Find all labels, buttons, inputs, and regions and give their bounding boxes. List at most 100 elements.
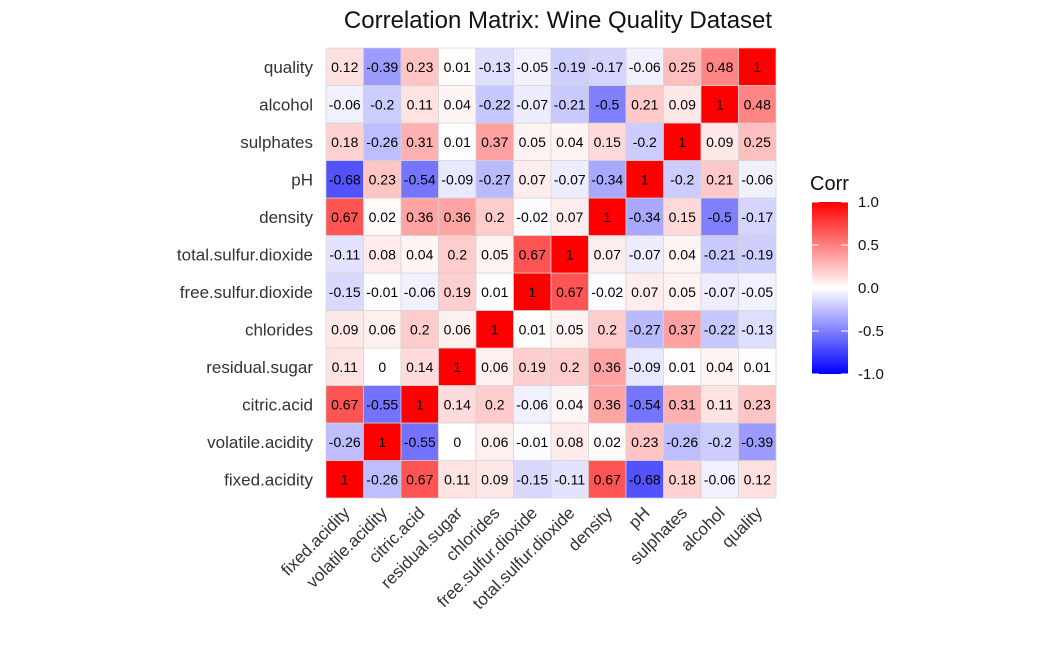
heatmap-cell	[475, 122, 514, 161]
cell-value-label: -0.06	[516, 396, 548, 412]
cell-value-label: -0.26	[666, 434, 698, 450]
cell-value-label: 1	[566, 246, 574, 262]
cell-value-label: 0.05	[669, 284, 696, 300]
x-axis-labels: fixed.acidityvolatile.aciditycitric.acid…	[277, 503, 766, 613]
heatmap-cell	[325, 310, 364, 349]
cell-value-label: 0.11	[444, 471, 470, 487]
cell-value-label: 0.23	[369, 171, 396, 187]
heatmap-cell	[513, 422, 552, 461]
heatmap-cell	[400, 385, 439, 424]
cell-value-label: 0.23	[744, 396, 771, 412]
legend-tick-label: 1.0	[858, 194, 879, 211]
y-tick-label: volatile.acidity	[207, 433, 313, 452]
heatmap-cell	[475, 310, 514, 349]
cell-value-label: 1	[528, 284, 536, 300]
heatmap-cell	[738, 310, 777, 349]
cell-value-label: -0.15	[516, 471, 548, 487]
heatmap-cell	[513, 310, 552, 349]
cell-value-label: 0.2	[560, 359, 580, 375]
cell-value-label: 0.2	[485, 396, 505, 412]
heatmap-cell	[550, 235, 589, 274]
cell-value-label: -0.06	[629, 59, 661, 75]
cell-value-label: -0.05	[741, 284, 773, 300]
cell-value-label: 0.07	[519, 171, 546, 187]
cell-value-label: 0.2	[598, 321, 618, 337]
heatmap-cell	[625, 347, 664, 386]
cell-value-label: -0.05	[516, 59, 548, 75]
heatmap-cell	[588, 422, 627, 461]
heatmap-cell	[363, 122, 402, 161]
cell-value-label: -0.09	[441, 171, 473, 187]
cell-value-label: -0.07	[704, 284, 736, 300]
y-tick-label: pH	[291, 170, 313, 189]
cell-value-label: 0.37	[481, 134, 508, 150]
cell-value-label: 0.67	[594, 471, 621, 487]
heatmap-cell	[325, 160, 364, 199]
cell-value-label: -0.02	[591, 284, 623, 300]
cell-value-label: -0.09	[629, 359, 661, 375]
heatmap-cell	[363, 272, 402, 311]
legend: Corr 1.0 0.5 0.0 -0.5 -1.0	[810, 173, 884, 383]
heatmap-cell	[513, 347, 552, 386]
heatmap-cell	[625, 460, 664, 499]
cell-value-label: 0.04	[444, 96, 471, 112]
y-tick-label: free.sulfur.dioxide	[180, 283, 313, 302]
legend-tick-label: -1.0	[858, 366, 884, 383]
heatmap-cell	[550, 160, 589, 199]
heatmap-cell	[438, 347, 477, 386]
heatmap-cell	[363, 160, 402, 199]
heatmap-cell	[700, 197, 739, 236]
cell-value-label: 0	[453, 434, 461, 450]
heatmap-cell	[550, 460, 589, 499]
cell-value-label: -0.2	[370, 96, 394, 112]
cell-value-label: 0.05	[481, 246, 508, 262]
cell-value-label: 0.48	[744, 96, 771, 112]
cell-value-label: 0.04	[556, 396, 583, 412]
heatmap-cell	[550, 310, 589, 349]
cell-value-label: -0.06	[329, 96, 361, 112]
cell-value-label: 0.25	[669, 59, 696, 75]
heatmap-cell	[663, 385, 702, 424]
cell-value-label: -0.11	[554, 471, 585, 487]
heatmap-cell	[363, 197, 402, 236]
heatmap-cell	[588, 85, 627, 124]
y-tick-label: total.sulfur.dioxide	[177, 245, 313, 264]
cell-value-label: -0.06	[741, 171, 773, 187]
heatmap-cell	[400, 235, 439, 274]
cell-value-label: 0.48	[706, 59, 733, 75]
heatmap-cell	[475, 197, 514, 236]
cell-value-label: 0.37	[669, 321, 696, 337]
cell-value-label: 0.01	[744, 359, 771, 375]
heatmap-cell	[513, 47, 552, 86]
heatmap-cell	[738, 347, 777, 386]
y-tick-label: chlorides	[245, 320, 313, 339]
heatmap-cell	[400, 160, 439, 199]
cell-value-label: -0.06	[704, 471, 736, 487]
cell-value-label: -0.17	[741, 209, 773, 225]
heatmap-cell	[550, 422, 589, 461]
cell-value-label: 0.2	[485, 209, 505, 225]
cell-value-label: -0.19	[741, 246, 773, 262]
legend-tick-label: 0.0	[858, 280, 879, 297]
cell-value-label: 1	[491, 321, 499, 337]
cell-value-label: 0.67	[406, 471, 433, 487]
cell-value-label: 0.67	[519, 246, 546, 262]
heatmap-cell	[363, 85, 402, 124]
y-tick-label: residual.sugar	[206, 358, 313, 377]
cell-value-label: -0.2	[708, 434, 732, 450]
heatmap-cell	[363, 460, 402, 499]
cell-value-label: -0.54	[629, 396, 661, 412]
cell-value-label: 0.18	[331, 134, 358, 150]
cell-value-label: 0.12	[744, 471, 771, 487]
cell-value-label: -0.68	[329, 171, 361, 187]
cell-value-label: -0.15	[329, 284, 361, 300]
cell-value-label: 0.05	[519, 134, 546, 150]
heatmap-cell	[325, 460, 364, 499]
cell-value-label: 0.06	[481, 434, 508, 450]
legend-ticks: 1.0 0.5 0.0 -0.5 -1.0	[812, 194, 884, 383]
cell-value-label: 1	[678, 134, 686, 150]
cell-value-label: -0.11	[329, 246, 360, 262]
cell-value-label: 0.07	[594, 246, 621, 262]
heatmap-cell	[588, 272, 627, 311]
cell-value-label: 0.36	[444, 209, 471, 225]
